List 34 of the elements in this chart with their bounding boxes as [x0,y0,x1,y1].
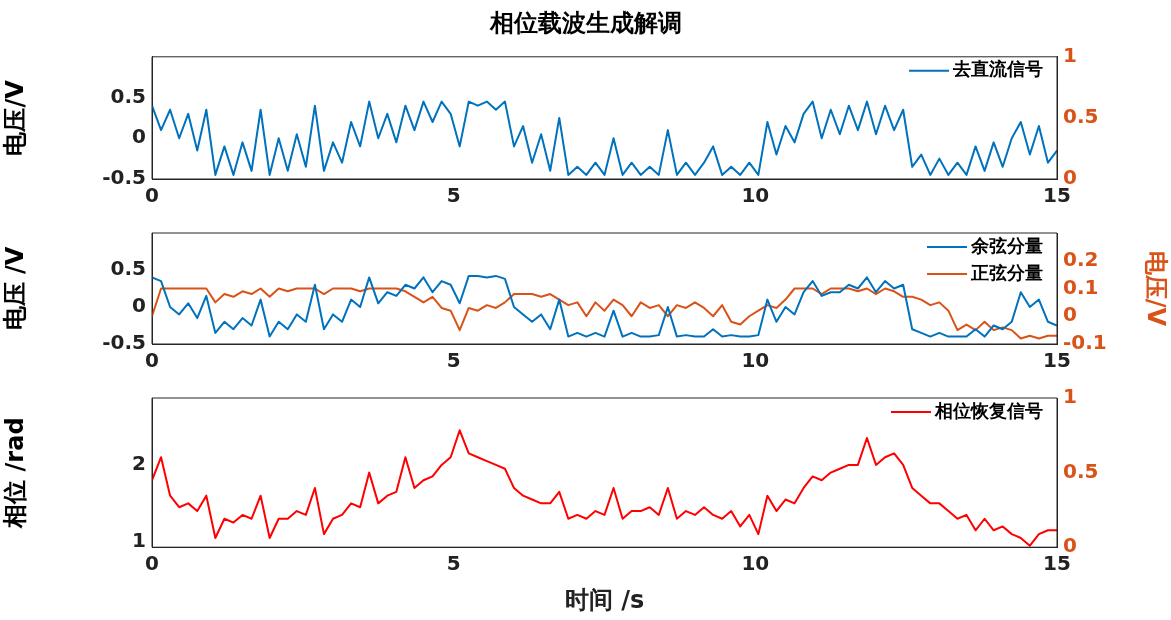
y-tick-label: -0.5 [102,330,146,355]
y2-axis-title: 电压/V [1142,250,1171,327]
x-tick-label: 10 [741,551,770,576]
x-tick-label: 10 [741,183,770,208]
y2-tick-label: 0.5 [1063,458,1099,483]
y2-tick-label: 0.5 [1063,104,1099,129]
y-axis-title: 电压 /V [0,246,29,331]
legend-label: 相位恢复信号 [934,399,1043,421]
x-tick-label: 15 [1043,183,1071,208]
x-tick-label: 10 [741,348,770,373]
y2-tick-label: 0.2 [1063,246,1099,271]
y2-tick-label: 1 [1063,384,1077,409]
y-tick-label: 0 [132,293,146,318]
y2-tick-label: 1 [1063,43,1077,67]
y-tick-label: 0.5 [110,256,146,281]
x-tick-label: 5 [446,183,461,208]
x-tick-label: 5 [446,551,461,576]
y2-tick-label: 0 [1063,302,1077,327]
chart-title: 相位载波生成解调 [488,8,682,37]
y-tick-label: 0.5 [110,83,146,108]
y-tick-label: 0 [132,124,146,149]
y2-tick-label: 0.1 [1063,274,1099,299]
y-tick-label: -0.5 [102,165,146,190]
legend-label: 正弦分量 [970,261,1043,283]
y-tick-label: 1 [132,528,146,553]
x-tick-label: 15 [1043,348,1071,373]
x-tick-label: 5 [446,348,461,373]
y-axis-title: 电压/V [0,79,29,156]
legend-label: 去直流信号 [952,58,1043,80]
legend-label: 余弦分量 [970,234,1043,256]
y-axis-title: 相位 /rad [0,417,29,529]
y-tick-label: 2 [132,451,146,476]
x-tick-label: 15 [1043,551,1071,576]
x-axis-title: 时间 /s [564,585,645,614]
